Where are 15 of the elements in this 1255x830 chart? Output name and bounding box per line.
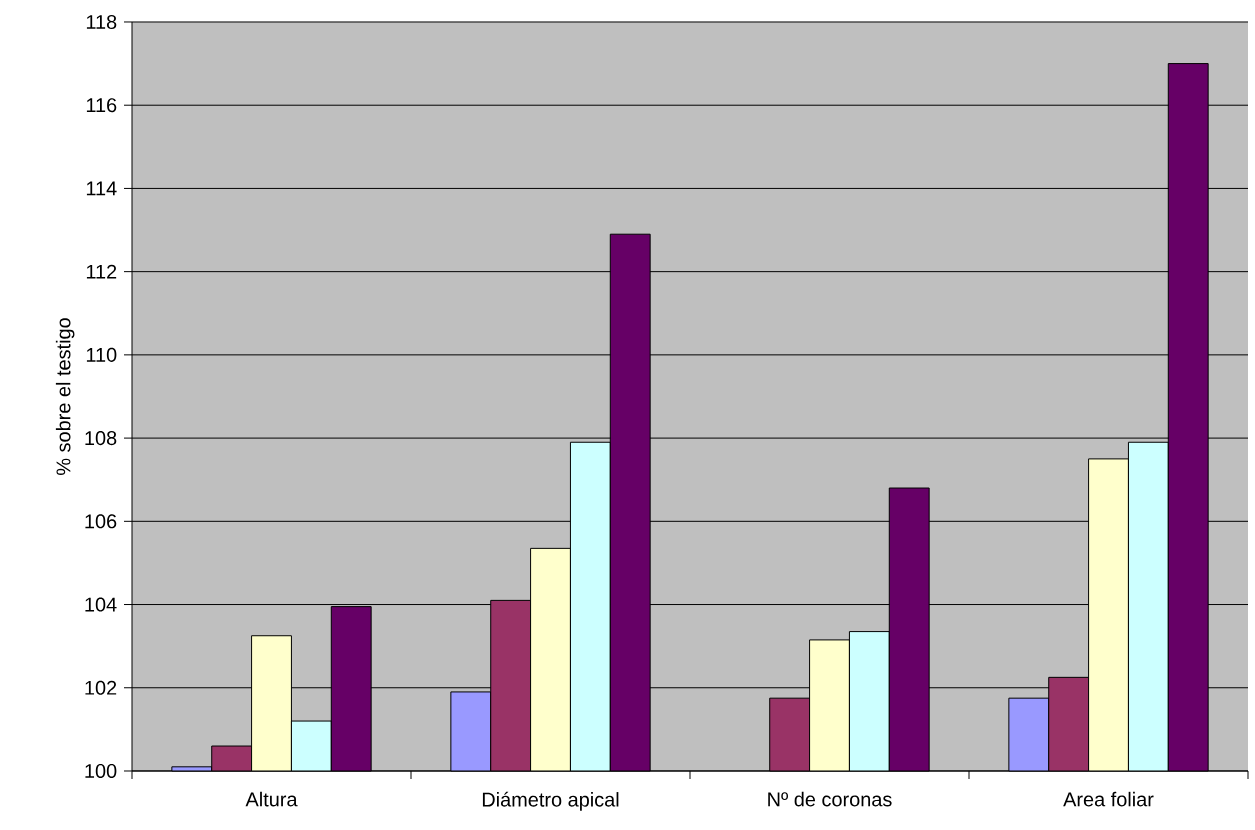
y-tick-label: 114 xyxy=(86,181,117,196)
y-tick-label: 102 xyxy=(85,680,117,695)
y-tick-label: 104 xyxy=(85,597,117,612)
y-tick-label: 100 xyxy=(85,763,117,779)
y-tick-label: 110 xyxy=(86,347,117,362)
x-tick-label: Diámetro apical xyxy=(482,791,619,811)
y-axis-title: % sobre el testigo xyxy=(55,318,75,475)
y-tick-label: 106 xyxy=(85,514,117,529)
y-tick-label: 112 xyxy=(86,264,117,279)
y-tick-label: 116 xyxy=(86,98,117,113)
x-tick-label: Area foliar xyxy=(1063,791,1154,807)
y-tick-label: 118 xyxy=(86,14,117,30)
x-tick-label: Nº de coronas xyxy=(768,791,892,807)
x-tick-label: Altura xyxy=(245,791,298,807)
y-tick-label: 108 xyxy=(85,431,117,446)
